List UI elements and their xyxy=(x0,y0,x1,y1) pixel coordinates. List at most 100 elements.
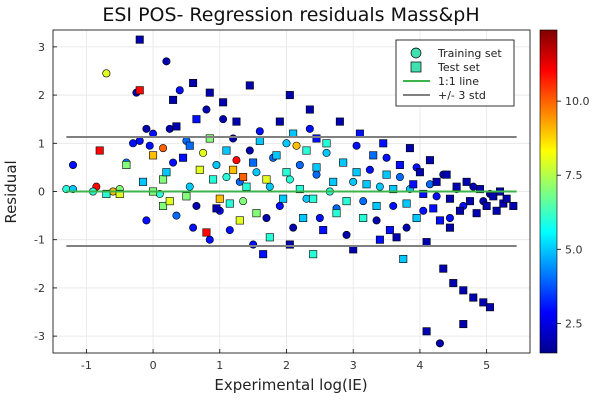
training-point xyxy=(349,177,358,186)
x-tick-label: 5 xyxy=(483,359,490,372)
test-point xyxy=(285,91,294,100)
y-tick-label: 0 xyxy=(38,186,45,199)
test-point xyxy=(312,134,321,143)
test-point xyxy=(165,197,174,206)
training-point xyxy=(159,144,168,153)
colorbar-tick-label: 10.0 xyxy=(565,95,590,108)
training-point xyxy=(222,173,231,182)
test-point xyxy=(369,151,378,160)
test-point xyxy=(475,185,484,194)
y-tick-label: 3 xyxy=(38,41,45,54)
training-point xyxy=(289,223,298,232)
training-point xyxy=(375,182,384,191)
test-point xyxy=(492,206,501,215)
test-point xyxy=(442,170,451,179)
test-point xyxy=(472,209,481,218)
training-point xyxy=(359,197,368,206)
test-point xyxy=(285,240,294,249)
x-tick-label: 4 xyxy=(416,359,423,372)
training-point xyxy=(302,194,311,203)
test-point xyxy=(172,122,181,131)
training-point xyxy=(292,141,301,150)
x-axis-title: Experimental log(IE) xyxy=(214,376,367,394)
training-point xyxy=(389,201,398,210)
x-axis: -1 0 1 2 3 4 5 xyxy=(81,349,490,372)
test-point xyxy=(452,182,461,191)
training-point xyxy=(232,156,241,165)
test-point xyxy=(395,160,404,169)
test-point xyxy=(162,168,171,177)
y-tick-label: 2 xyxy=(38,89,45,102)
test-point xyxy=(465,197,474,206)
test-point xyxy=(95,146,104,155)
test-point xyxy=(409,180,418,189)
test-point xyxy=(339,158,348,167)
legend-label: +/- 3 std xyxy=(438,89,486,102)
test-point xyxy=(275,117,284,126)
legend-label: Test set xyxy=(437,61,481,74)
training-point xyxy=(175,86,184,95)
test-point xyxy=(352,168,361,177)
test-point xyxy=(382,170,391,179)
training-point xyxy=(469,182,478,191)
test-point xyxy=(332,209,341,218)
test-point xyxy=(239,173,248,182)
colorbar: 2.5 5.0 7.5 10.0 xyxy=(539,29,590,354)
training-point xyxy=(129,139,138,148)
y-tick-label: -3 xyxy=(34,330,45,343)
test-point xyxy=(215,194,224,203)
test-point xyxy=(379,139,388,148)
test-point xyxy=(435,216,444,225)
test-point xyxy=(212,204,221,213)
test-point xyxy=(449,279,458,288)
training-point xyxy=(372,216,381,225)
training-point xyxy=(202,105,211,114)
test-point xyxy=(169,95,178,104)
test-point xyxy=(139,177,148,186)
legend-marker-circle xyxy=(410,47,422,59)
test-point xyxy=(419,189,428,198)
training-point xyxy=(142,124,151,133)
colorbar-tick-label: 7.5 xyxy=(565,169,583,182)
test-point xyxy=(235,216,244,225)
training-point xyxy=(342,230,351,239)
test-point xyxy=(359,214,368,223)
test-point xyxy=(245,81,254,90)
training-point xyxy=(225,226,234,235)
training-point xyxy=(69,160,78,169)
training-point xyxy=(419,206,428,215)
training-point xyxy=(165,124,174,133)
test-point xyxy=(185,141,194,150)
training-point xyxy=(172,211,181,220)
training-point xyxy=(219,115,228,124)
test-point xyxy=(272,151,281,160)
test-point xyxy=(329,177,338,186)
test-point xyxy=(389,185,398,194)
y-tick-label: -2 xyxy=(34,282,45,295)
legend-label: 1:1 line xyxy=(438,75,479,88)
training-point xyxy=(205,235,214,244)
test-point xyxy=(479,298,488,307)
test-point xyxy=(489,192,498,201)
y-axis: -3 -2 -1 0 1 2 3 xyxy=(34,41,57,343)
test-point xyxy=(455,206,464,215)
test-point xyxy=(242,182,251,191)
test-point xyxy=(202,228,211,237)
test-point xyxy=(282,168,291,177)
test-point xyxy=(309,194,318,203)
colorbar-tick-label: 5.0 xyxy=(565,243,583,256)
training-point xyxy=(145,141,154,150)
x-tick-label: 1 xyxy=(216,359,223,372)
legend-label: Training set xyxy=(437,47,502,60)
test-point xyxy=(309,250,318,259)
test-point xyxy=(222,146,231,155)
test-point xyxy=(372,201,381,210)
test-point xyxy=(312,163,321,172)
training-point xyxy=(322,148,331,157)
x-tick-label: 2 xyxy=(283,359,290,372)
test-point xyxy=(459,286,468,295)
training-point xyxy=(249,240,258,249)
test-point xyxy=(299,214,308,223)
test-point xyxy=(195,165,204,174)
